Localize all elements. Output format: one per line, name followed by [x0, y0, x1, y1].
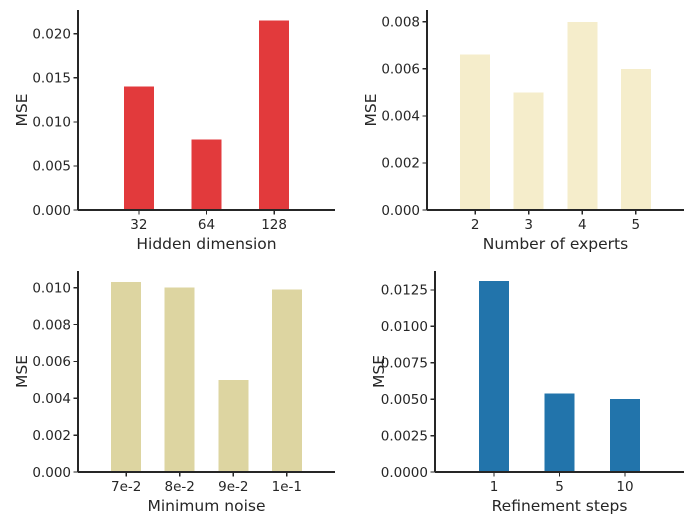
bar-9e-2: [218, 379, 249, 472]
y-tick-label: 0.000: [32, 203, 71, 219]
x-axis-label: Number of experts: [483, 235, 628, 253]
x-axis-label: Minimum noise: [148, 497, 266, 515]
bar-64: [191, 139, 222, 210]
y-tick-label: 0.004: [32, 391, 71, 407]
y-axis-label: MSE: [362, 93, 380, 126]
bar-32: [123, 86, 154, 210]
bar-chart-refinement-steps: 0.0000 0.0025 0.0050 0.0075 0.0100 0.0125 1 5 10…: [370, 271, 684, 515]
bar-128: [259, 20, 290, 210]
y-tick-label: 0.010: [32, 280, 71, 296]
y-axis-label: MSE: [370, 355, 388, 388]
y-tick-label: 0.020: [32, 27, 71, 43]
y-tick-label: 0.0125: [381, 283, 428, 299]
bar-2: [460, 54, 491, 211]
y-axis-label: MSE: [13, 355, 31, 388]
x-tick-label: 128: [261, 217, 287, 233]
y-tick-label: 0.008: [381, 15, 420, 31]
chart-number-of-experts: 0.000 0.002 0.004 0.006 0.008 2 3 4 5 Number of e…: [349, 0, 698, 261]
x-tick-label: 2: [471, 217, 480, 233]
chart-refinement-steps: 0.0000 0.0025 0.0050 0.0075 0.0100 0.0125 1 5 10…: [349, 261, 698, 523]
y-tick-label: 0.0025: [381, 428, 428, 444]
x-tick-label: 64: [198, 217, 215, 233]
y-tick-label: 0.005: [32, 159, 71, 175]
x-tick-label: 3: [524, 217, 533, 233]
x-axis-label: Hidden dimension: [136, 235, 276, 253]
y-tick-label: 0.0075: [381, 356, 428, 372]
x-tick-label: 4: [578, 217, 587, 233]
y-axis-label: MSE: [13, 93, 31, 126]
bar-1e-1: [271, 289, 302, 472]
y-tick-label: 0.000: [32, 465, 71, 481]
y-tick-label: 0.0100: [381, 319, 428, 335]
bar-10: [610, 399, 640, 472]
bar-chart-minimum-noise: 0.000 0.002 0.004 0.006 0.008 0.010 7e-2 8e-2 9e…: [13, 271, 335, 515]
chart-hidden-dimension: 0.000 0.005 0.010 0.015 0.020 32 64 128 Hidden d…: [0, 0, 349, 261]
bar-5: [620, 68, 651, 210]
bar-1: [479, 281, 509, 472]
y-tick-label: 0.006: [32, 354, 71, 370]
y-tick-label: 0.008: [32, 317, 71, 333]
y-tick-label: 0.004: [381, 109, 420, 125]
x-tick-label: 8e-2: [165, 479, 195, 495]
y-tick-label: 0.002: [381, 156, 420, 172]
y-tick-label: 0.010: [32, 115, 71, 131]
chart-minimum-noise: 0.000 0.002 0.004 0.006 0.008 0.010 7e-2 8e-2 9e…: [0, 261, 349, 523]
bar-8e-2: [164, 287, 195, 472]
bar-5: [544, 393, 575, 472]
y-tick-label: 0.002: [32, 428, 71, 444]
x-tick-label: 7e-2: [111, 479, 141, 495]
x-tick-label: 5: [555, 479, 564, 495]
y-tick-label: 0.000: [381, 203, 420, 219]
y-tick-label: 0.006: [381, 62, 420, 78]
x-tick-label: 5: [632, 217, 641, 233]
x-tick-label: 1: [490, 479, 499, 495]
x-tick-label: 10: [616, 479, 633, 495]
x-tick-label: 1e-1: [272, 479, 302, 495]
y-tick-label: 0.015: [32, 71, 71, 87]
x-tick-label: 9e-2: [218, 479, 248, 495]
y-tick-label: 0.0050: [381, 392, 428, 408]
x-axis-label: Refinement steps: [492, 497, 628, 515]
bar-4: [567, 21, 598, 210]
x-tick-label: 32: [130, 217, 147, 233]
bar-7e-2: [111, 282, 142, 472]
bar-chart-hidden-dimension: 0.000 0.005 0.010 0.015 0.020 32 64 128 Hidden d…: [13, 10, 335, 253]
y-tick-label: 0.0000: [381, 465, 428, 481]
bar-3: [513, 92, 544, 210]
